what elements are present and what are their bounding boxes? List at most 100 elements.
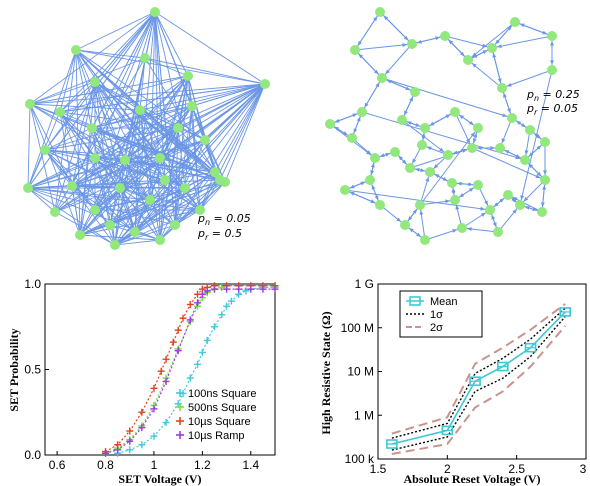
network-node (440, 31, 450, 41)
edge-arrowhead (520, 195, 525, 201)
chart1-legend-item: 500ns Square (176, 402, 257, 414)
edge-arrowhead (425, 176, 430, 182)
edge-arrowhead (358, 53, 364, 59)
network-edge (27, 49, 77, 189)
edge-arrowhead (512, 197, 518, 202)
chart2-x-tick-label: 1.5 (370, 462, 387, 476)
edge-arrowhead (503, 92, 507, 98)
edge-arrowhead (385, 69, 390, 75)
network-node (50, 207, 60, 217)
network-edge (344, 189, 491, 211)
chart1-data-point (198, 290, 206, 298)
network-edge (27, 187, 116, 246)
network-node (450, 107, 460, 117)
network-node (410, 87, 420, 97)
edge-arrowhead (455, 204, 460, 210)
edge-arrowhead (452, 229, 458, 233)
edge-arrowhead (524, 150, 529, 156)
high-resistive-state-chart: 1.5 2 2.5 3 100 k 1 M 10 M 100 M 1 G Absolute Re… (319, 277, 587, 486)
network-node (515, 200, 525, 210)
network-edge (79, 187, 186, 236)
network-node (547, 65, 557, 75)
chart2-y-label: High Resistive State (Ω) (319, 311, 333, 434)
chart2-legend-item: 2σ (406, 322, 443, 334)
edge-arrowhead (515, 155, 521, 160)
network-node (485, 205, 495, 215)
network-node (415, 200, 425, 210)
network-node (260, 79, 270, 89)
edge-arrowhead (468, 187, 474, 192)
chart1-data-point (157, 367, 165, 375)
edge-arrowhead (550, 41, 554, 46)
network-node (55, 107, 65, 117)
chart2-2sigma-upper-line (391, 303, 566, 435)
chart1-legend-label: 10µs Ramp (188, 430, 244, 442)
network-edge (75, 49, 266, 85)
chart1-x-tick-label: 1 (151, 458, 158, 472)
network-edge (491, 35, 553, 49)
chart1-data-point (218, 283, 226, 291)
network-edge (154, 11, 166, 181)
network-edge (44, 83, 266, 151)
edge-arrowhead (507, 25, 512, 31)
network-edge (144, 57, 189, 77)
network-edge (519, 69, 553, 206)
edge-arrowhead (448, 39, 454, 45)
edge-arrowhead (471, 63, 477, 68)
network-edge (59, 11, 156, 113)
edge-arrowhead (334, 126, 340, 131)
edge-arrowhead (406, 121, 412, 125)
network-node (67, 181, 77, 191)
network-edge (71, 185, 96, 211)
edge-arrowhead (360, 181, 366, 186)
network-edge (91, 109, 141, 129)
network-node (90, 77, 100, 87)
chart2-y-tick-label: 10 M (347, 365, 374, 379)
network-node (340, 185, 350, 195)
chart1-data-point (194, 360, 202, 368)
network-node (90, 153, 100, 163)
network-node (503, 190, 513, 200)
network-edge (94, 11, 156, 83)
chart1-legend: 100ns Square 500ns Square 10µs Square 10µs … (176, 388, 257, 442)
network-edge (159, 179, 166, 241)
network-node (170, 220, 180, 230)
chart2-mean-point (524, 342, 537, 353)
set-probability-chart: 0.6 0.8 1 1.2 1.4 0.0 0.5 1.0 SET Voltage (V) S… (7, 277, 279, 486)
network-edge (79, 224, 111, 236)
chart1-data-point (247, 285, 255, 293)
edge-arrowhead (409, 96, 413, 102)
network-edge (154, 11, 201, 211)
network-node (40, 145, 50, 155)
chart1-data-point (162, 419, 170, 427)
network-edge (75, 11, 156, 51)
network-node (375, 7, 385, 17)
network-node (487, 43, 497, 53)
chart1-y-label: SET Probability (7, 328, 21, 411)
chart1-x-label: SET Voltage (V) (118, 472, 201, 486)
chart2-legend-label: Mean (430, 296, 458, 308)
network-edge (174, 187, 186, 226)
network-edge (79, 199, 151, 236)
chart1-legend-label: 10µs Square (188, 416, 251, 428)
edge-arrowhead (470, 131, 475, 137)
chart1-data-point (235, 285, 243, 293)
network-edge (94, 81, 206, 141)
chart2-2sigma-lower-line (391, 325, 566, 455)
network-edge (79, 157, 161, 236)
chart1-data-point (126, 427, 134, 435)
edge-arrowhead (516, 120, 522, 125)
edge-arrowhead (416, 39, 422, 44)
network-edge (219, 83, 266, 181)
network-node (110, 240, 120, 250)
network-node (183, 71, 193, 81)
edge-arrowhead (473, 132, 478, 138)
network-node (105, 220, 115, 230)
edge-arrowhead (419, 209, 424, 215)
chart1-legend-item: 10µs Ramp (176, 430, 244, 442)
network-edge (44, 149, 166, 181)
network-node (540, 137, 550, 147)
network-edge (44, 149, 116, 246)
network-node (450, 195, 460, 205)
network-node (400, 220, 410, 230)
